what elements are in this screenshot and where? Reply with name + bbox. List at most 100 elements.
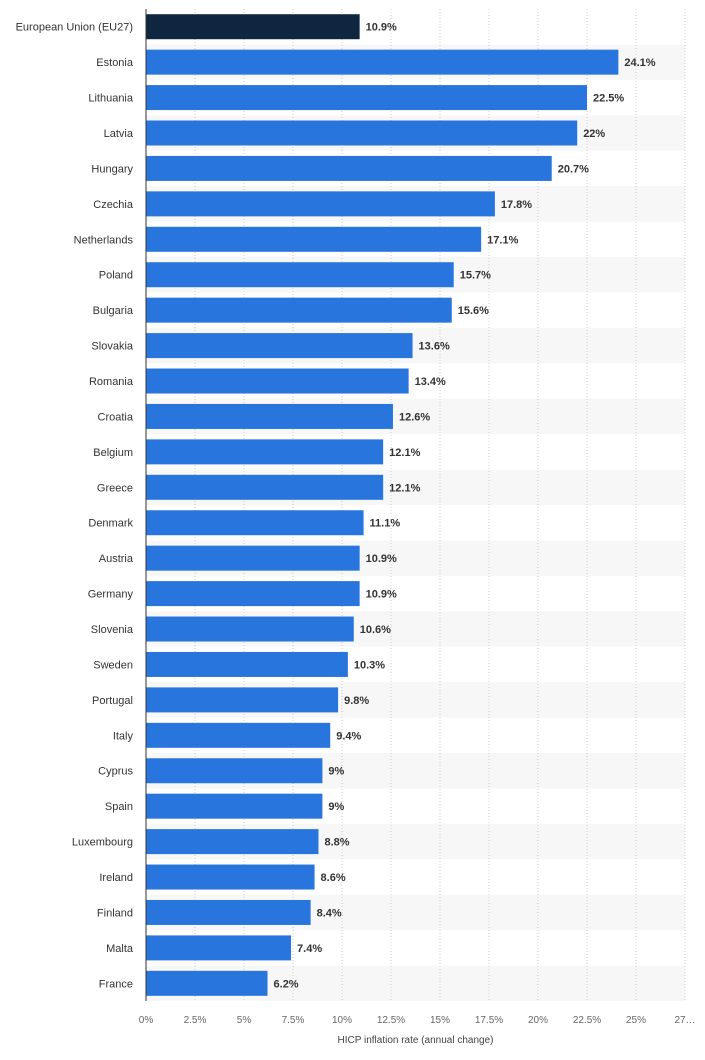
category-label: Malta: [106, 943, 134, 955]
bar[interactable]: [146, 899, 311, 925]
x-tick-label: 12.5%: [377, 1015, 405, 1026]
category-label: France: [99, 978, 133, 990]
bar[interactable]: [146, 651, 348, 677]
value-label: 13.4%: [415, 376, 446, 388]
x-tick-label: 2.5%: [184, 1015, 207, 1026]
bar[interactable]: [146, 545, 360, 571]
category-label: Estonia: [96, 57, 134, 69]
category-label: Portugal: [92, 695, 133, 707]
category-label: Luxembourg: [72, 837, 133, 849]
bar[interactable]: [146, 155, 552, 181]
bar[interactable]: [146, 793, 323, 819]
bar[interactable]: [146, 297, 452, 323]
bar[interactable]: [146, 368, 409, 394]
bar[interactable]: [146, 758, 323, 784]
category-labels: European Union (EU27) Estonia Lithuania Lat…: [16, 22, 134, 991]
category-label: Bulgaria: [93, 305, 134, 317]
bar[interactable]: [146, 935, 292, 961]
category-label: Cyprus: [98, 766, 133, 778]
value-labels: 10.9% 24.1% 22.5% 22% 20.7% 17.8% 17.1% 15.7% 15…: [274, 22, 656, 991]
category-label: Belgium: [93, 447, 133, 459]
value-label: 10.3%: [354, 659, 385, 671]
value-label: 20.7%: [558, 163, 589, 175]
x-tick-label: 25%: [626, 1015, 646, 1026]
x-tick-label: 0%: [139, 1015, 154, 1026]
bar[interactable]: [146, 120, 578, 146]
bars: [146, 14, 619, 996]
category-label: Slovenia: [91, 624, 134, 636]
bar[interactable]: [146, 85, 587, 111]
value-label: 24.1%: [624, 57, 655, 69]
value-label: 9.8%: [344, 695, 369, 707]
category-label: Greece: [97, 482, 133, 494]
value-label: 10.9%: [366, 589, 397, 601]
value-label: 9.4%: [336, 730, 361, 742]
category-label: Spain: [105, 801, 133, 813]
category-label: Germany: [88, 589, 134, 601]
value-label: 8.6%: [321, 872, 346, 884]
x-tick-label: 27…: [674, 1015, 695, 1026]
category-label: Hungary: [91, 163, 133, 175]
value-label: 10.9%: [366, 553, 397, 565]
value-label: 11.1%: [370, 518, 401, 530]
bar[interactable]: [146, 262, 454, 288]
bar[interactable]: [146, 191, 495, 217]
bar[interactable]: [146, 510, 364, 536]
value-label: 8.4%: [317, 907, 342, 919]
category-label: Poland: [99, 270, 133, 282]
bar[interactable]: [146, 616, 354, 642]
bar[interactable]: [146, 829, 319, 855]
x-tick-label: 10%: [332, 1015, 352, 1026]
value-label: 10.9%: [366, 22, 397, 34]
value-label: 9%: [328, 766, 344, 778]
x-tick-labels: 0% 2.5% 5% 7.5% 10% 12.5% 15% 17.5% 20% 22.5% 25% 2…: [139, 1015, 696, 1026]
value-label: 12.1%: [389, 482, 420, 494]
bar[interactable]: [146, 49, 619, 75]
bar[interactable]: [146, 403, 393, 429]
category-label: Austria: [99, 553, 134, 565]
category-label: Croatia: [98, 411, 134, 423]
x-tick-label: 5%: [237, 1015, 252, 1026]
value-label: 10.6%: [360, 624, 391, 636]
bar[interactable]: [146, 333, 413, 359]
value-label: 13.6%: [419, 341, 450, 353]
category-label: Sweden: [93, 659, 133, 671]
bar[interactable]: [146, 687, 339, 713]
bar[interactable]: [146, 864, 315, 890]
x-tick-label: 7.5%: [282, 1015, 305, 1026]
value-label: 22.5%: [593, 93, 624, 105]
category-label: Italy: [113, 730, 134, 742]
value-label: 12.1%: [389, 447, 420, 459]
x-tick-label: 17.5%: [475, 1015, 503, 1026]
value-label: 8.8%: [324, 837, 349, 849]
value-label: 17.8%: [501, 199, 532, 211]
category-label: Czechia: [93, 199, 134, 211]
bar[interactable]: [146, 970, 268, 996]
bar[interactable]: [146, 14, 360, 40]
x-tick-label: 15%: [430, 1015, 450, 1026]
x-tick-label: 22.5%: [573, 1015, 601, 1026]
category-label: Netherlands: [74, 234, 134, 246]
value-label: 22%: [583, 128, 605, 140]
category-label: Slovakia: [91, 341, 133, 353]
value-label: 12.6%: [399, 411, 430, 423]
value-label: 9%: [328, 801, 344, 813]
bar[interactable]: [146, 722, 331, 748]
category-label: Finland: [97, 907, 133, 919]
category-label: Latvia: [104, 128, 134, 140]
category-label: European Union (EU27): [16, 22, 133, 34]
bar[interactable]: [146, 474, 384, 500]
category-label: Denmark: [88, 518, 133, 530]
value-label: 15.6%: [458, 305, 489, 317]
category-label: Lithuania: [88, 93, 134, 105]
value-label: 6.2%: [274, 978, 299, 990]
bar[interactable]: [146, 581, 360, 607]
value-label: 7.4%: [297, 943, 322, 955]
category-label: Romania: [89, 376, 134, 388]
x-axis-title: HICP inflation rate (annual change): [337, 1035, 493, 1046]
category-label: Ireland: [99, 872, 133, 884]
bar[interactable]: [146, 439, 384, 465]
value-label: 15.7%: [460, 270, 491, 282]
bar[interactable]: [146, 226, 482, 252]
